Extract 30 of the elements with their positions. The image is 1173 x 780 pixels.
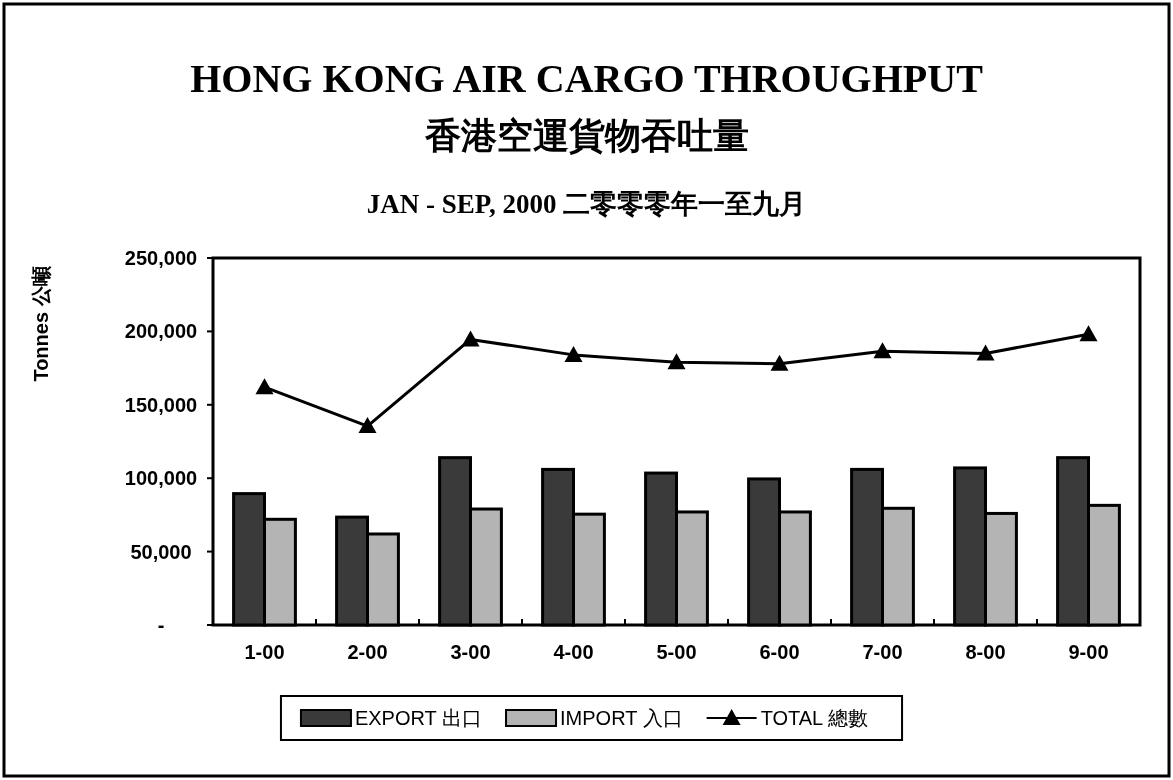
x-tick-label: 7-00 <box>862 641 903 663</box>
x-tick-label: 1-00 <box>244 641 285 663</box>
point <box>667 353 686 370</box>
point <box>873 342 892 359</box>
y-tick-label: - <box>157 614 165 636</box>
legend-label: IMPORT 入口 <box>560 707 683 729</box>
x-tick-label: 4-00 <box>553 641 594 663</box>
point <box>461 330 480 347</box>
point <box>976 344 995 361</box>
x-tick-label: 5-00 <box>656 641 697 663</box>
x-tick-label: 6-00 <box>759 641 800 663</box>
legend-label: EXPORT 出口 <box>354 707 483 729</box>
x-tick-label: 9-00 <box>1068 641 1109 663</box>
y-tick-label: 200,000 <box>124 320 198 343</box>
x-tick-label: 2-00 <box>347 641 388 663</box>
x-tick-label: 8-00 <box>965 641 1006 663</box>
chart-title: HONG KONG AIR CARGO THROUGHPUT 香港空運貨物吞吐量 <box>190 56 984 156</box>
y-tick-label: 250,000 <box>124 247 198 269</box>
chart-subtitle: JAN - SEP, 2000 二零零零年一至九月 <box>366 189 807 219</box>
legend-label: TOTAL 總數 <box>760 707 869 729</box>
point <box>358 417 377 434</box>
y-tick-label: 100,000 <box>124 467 198 490</box>
point <box>255 378 274 395</box>
y-tick-label: 50,000 <box>130 540 192 563</box>
x-tick-label: 3-00 <box>450 641 491 663</box>
point <box>564 345 583 362</box>
y-tick-label: 150,000 <box>124 393 198 416</box>
y-axis-title: Tonnes 公噸 <box>30 265 52 382</box>
point <box>770 354 789 371</box>
point <box>1079 325 1098 342</box>
